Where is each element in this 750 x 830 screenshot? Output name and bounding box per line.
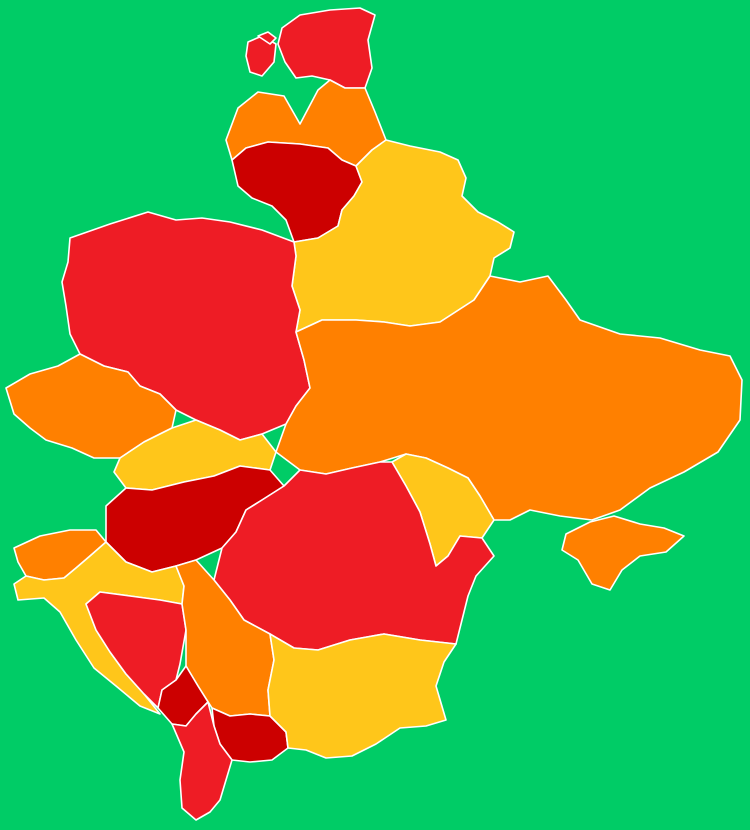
region-czechia[interactable] [5, 353, 177, 459]
region-crimea[interactable] [561, 515, 685, 591]
region-estonia-island[interactable] [257, 31, 277, 45]
region-bulgaria[interactable] [267, 633, 457, 759]
region-albania[interactable] [171, 701, 233, 821]
